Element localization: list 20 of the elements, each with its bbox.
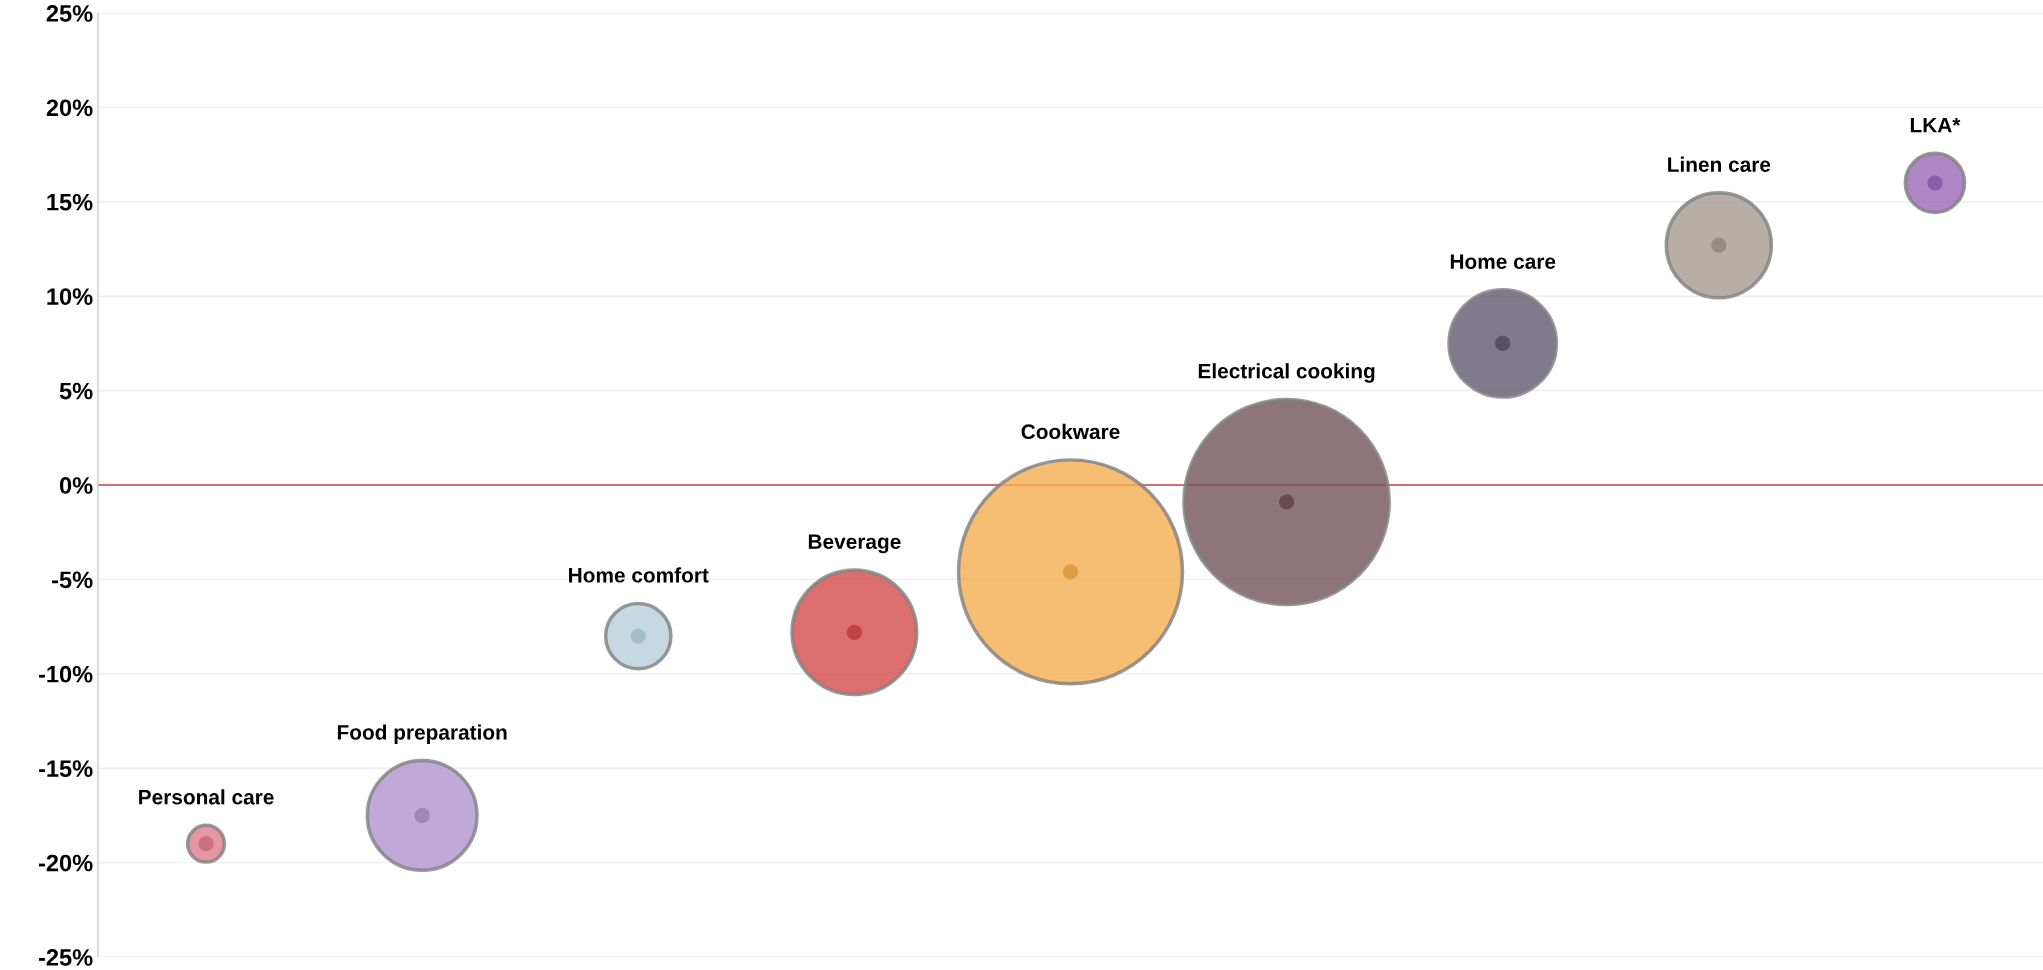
y-tick-label: 15% bbox=[47, 193, 93, 211]
y-tick-label: -15% bbox=[38, 760, 93, 777]
series-label: LKA* bbox=[1910, 117, 1961, 133]
y-tick-label: 20% bbox=[46, 99, 93, 117]
series-label: Cookware bbox=[1021, 423, 1120, 440]
series-label: Beverage bbox=[808, 534, 901, 554]
series-label: Food preparation bbox=[337, 724, 507, 744]
y-tick-label: 25% bbox=[46, 5, 93, 22]
y-tick-label: 5% bbox=[59, 382, 93, 400]
series-label: Personal care bbox=[139, 789, 274, 805]
y-tick-label: -20% bbox=[38, 854, 93, 872]
y-tick-label: -5% bbox=[52, 571, 93, 589]
series-label: Electrical cooking bbox=[1198, 363, 1375, 383]
series-label: Linen care bbox=[1668, 156, 1771, 172]
y-tick-label: 10% bbox=[47, 288, 93, 305]
y-tick-label: -25% bbox=[38, 949, 93, 966]
series-label: Home comfort bbox=[569, 567, 709, 583]
y-tick-label: 0% bbox=[59, 477, 93, 494]
series-label: Home care bbox=[1450, 254, 1556, 269]
y-tick-label: -10% bbox=[38, 665, 93, 683]
